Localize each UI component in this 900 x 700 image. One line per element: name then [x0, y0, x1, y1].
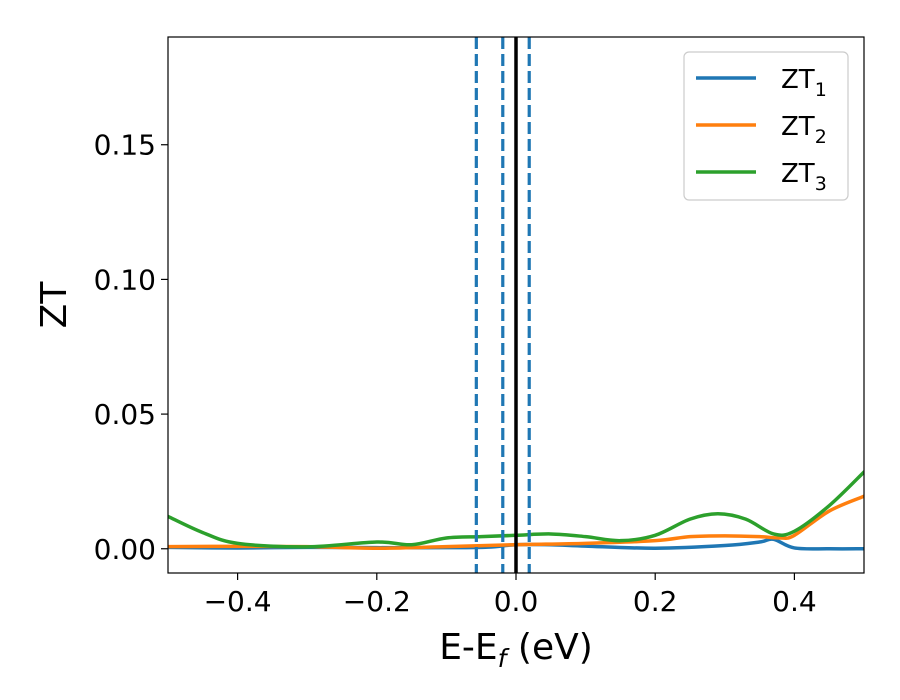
legend-label-3: ZT3 — [781, 159, 827, 195]
plot-area — [168, 37, 864, 573]
x-tick-label: 0.4 — [772, 585, 817, 618]
x-tick-label: 0.0 — [494, 585, 539, 618]
x-axis-title-unit: (eV) — [506, 627, 592, 668]
x-axis: −0.4 −0.2 0.0 0.2 0.4 — [204, 573, 817, 618]
legend-label-1: ZT1 — [781, 65, 827, 101]
x-axis-title-main: E-E — [439, 627, 497, 668]
y-axis-title: ZT — [34, 281, 75, 329]
y-tick-label: 0.15 — [94, 129, 156, 162]
legend: ZT1 ZT2 ZT3 — [683, 51, 849, 201]
y-tick-label: 0.00 — [94, 533, 156, 566]
x-axis-title: E-Ef (eV) — [439, 627, 593, 673]
legend-label-2: ZT2 — [781, 112, 827, 148]
x-tick-label: −0.2 — [343, 585, 411, 618]
series-line-3 — [168, 470, 864, 549]
x-tick-label: −0.4 — [204, 585, 272, 618]
x-tick-label: 0.2 — [633, 585, 678, 618]
y-axis: 0.00 0.05 0.10 0.15 — [94, 129, 168, 566]
y-tick-label: 0.05 — [94, 398, 156, 431]
y-tick-label: 0.10 — [94, 263, 156, 296]
legend-box — [683, 51, 849, 201]
